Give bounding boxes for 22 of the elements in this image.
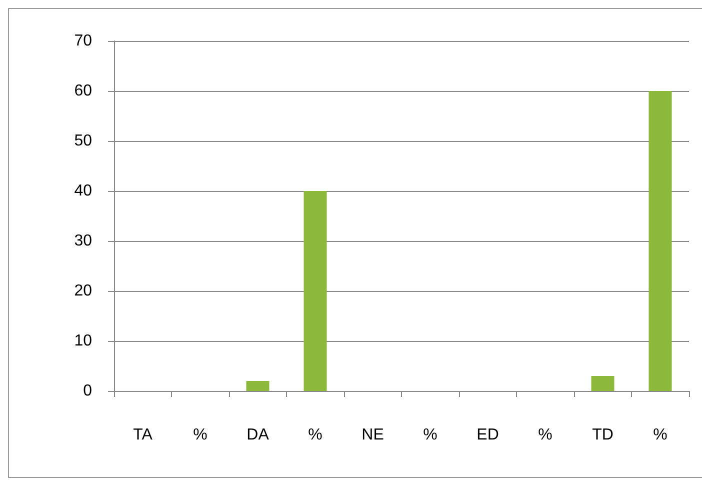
x-tick-label: % [193, 426, 208, 444]
y-tick-label: 30 [74, 232, 92, 250]
y-tick-label: 70 [74, 32, 92, 50]
y-tick-label: 60 [74, 82, 92, 100]
x-tick-label: TD [592, 426, 614, 444]
x-tick-label: NE [362, 426, 384, 444]
bar [591, 376, 614, 391]
x-tick-label: DA [246, 426, 270, 444]
bar [246, 381, 270, 391]
y-tick-label: 50 [74, 132, 92, 150]
y-tick-label: 40 [74, 182, 92, 200]
bar [304, 191, 327, 391]
x-tick-label: % [423, 426, 438, 444]
bar [648, 91, 672, 391]
y-tick-label: 10 [74, 332, 92, 350]
x-tick-label: % [653, 426, 668, 444]
x-tick-label: ED [476, 426, 499, 444]
y-tick-label: 20 [74, 282, 92, 300]
x-tick-label: % [538, 426, 552, 444]
x-tick-label: TA [133, 426, 153, 444]
x-tick-label: % [308, 426, 322, 444]
y-tick-label: 0 [83, 382, 92, 400]
